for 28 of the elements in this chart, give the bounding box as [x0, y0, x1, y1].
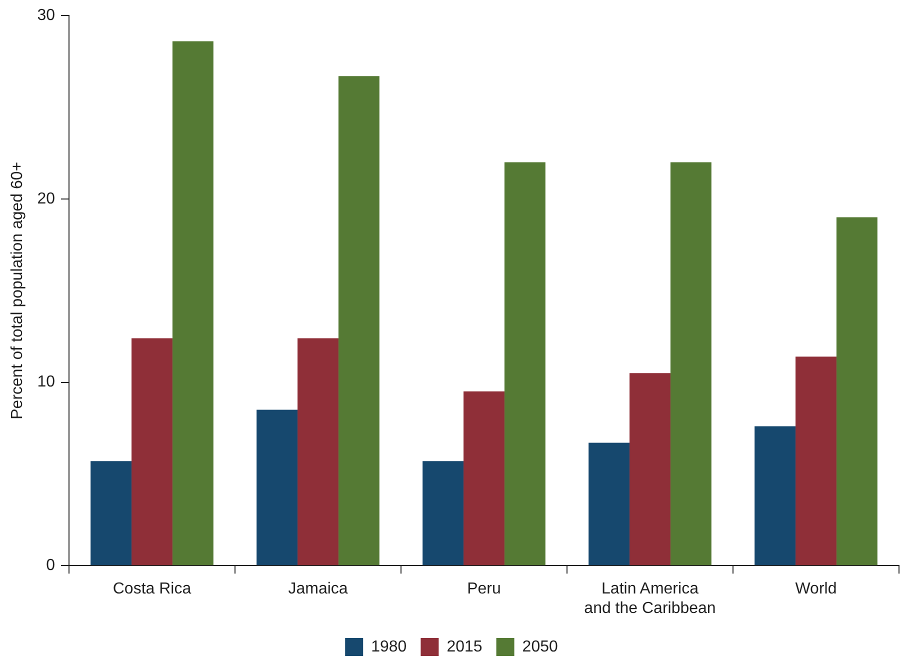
- bar: [504, 162, 546, 566]
- legend-label: 2050: [522, 638, 558, 656]
- x-tick-label: Latin America and the Caribbean: [584, 580, 716, 617]
- bar: [670, 162, 712, 566]
- x-tick-label: Jamaica: [288, 580, 348, 598]
- x-tick-label: World: [795, 580, 837, 598]
- legend-label: 1980: [371, 638, 407, 656]
- bar: [796, 356, 836, 566]
- y-tick-label: 0: [46, 557, 56, 574]
- bar: [132, 338, 172, 566]
- y-axis-title: Percent of total population aged 60+: [9, 162, 26, 420]
- bar: [90, 461, 132, 566]
- bar: [754, 426, 796, 566]
- legend-label: 2015: [446, 638, 482, 656]
- bar: [588, 442, 630, 566]
- bar: [298, 338, 338, 566]
- y-tick-label: 10: [37, 374, 56, 391]
- bar: [256, 410, 298, 566]
- x-tick-label: Peru: [467, 580, 501, 598]
- x-tick-label: Costa Rica: [112, 580, 192, 598]
- bar: [836, 217, 878, 566]
- bar: [422, 461, 464, 566]
- bar: [630, 373, 670, 566]
- bar: [172, 41, 214, 566]
- y-tick-label: 30: [37, 7, 56, 24]
- bar: [338, 76, 380, 566]
- bar: [464, 391, 504, 566]
- y-tick-label: 20: [37, 190, 56, 208]
